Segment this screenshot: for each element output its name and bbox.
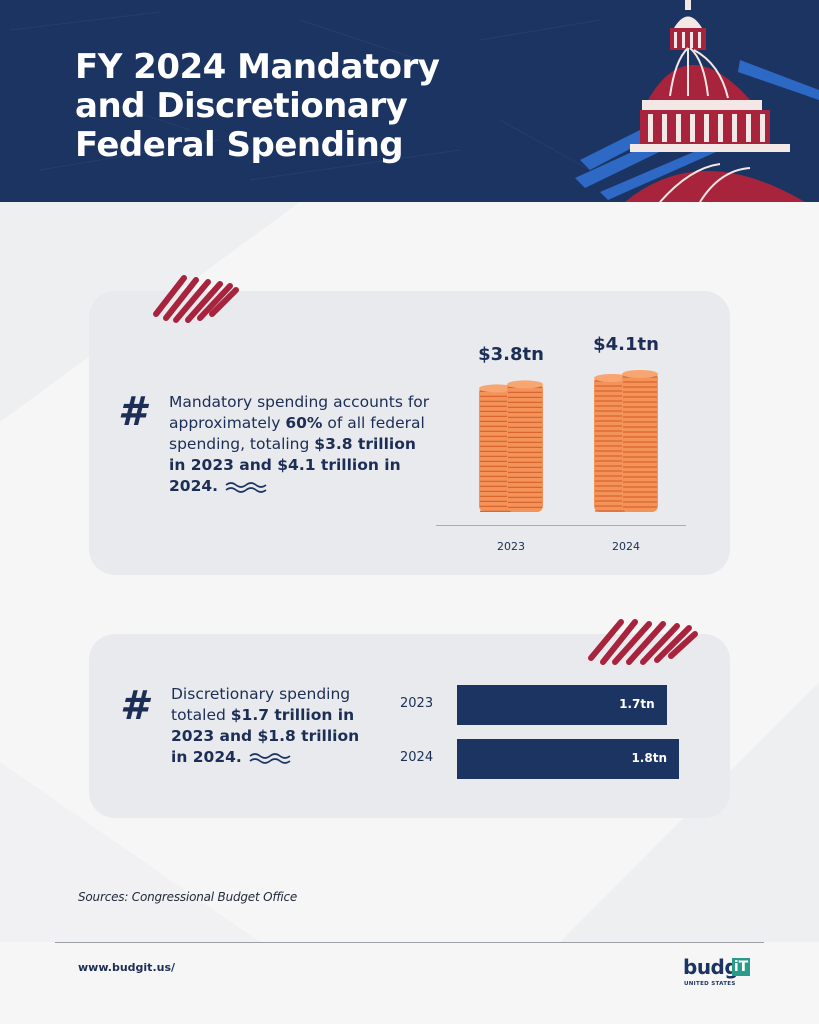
value-label-2023: $3.8tn (478, 344, 544, 366)
discretionary-statement: Discretionary spending totaled $1.7 tril… (171, 684, 371, 768)
source-note: Sources: Congressional Budget Office (78, 890, 298, 904)
grunge-texture (9, 11, 601, 181)
logo-box: iT (732, 958, 750, 976)
mandatory-text-2: 60% (285, 414, 323, 432)
wave-icon (225, 481, 267, 493)
discretionary-text-2: $1.7 trillion in 2023 and $1.8 trillion … (171, 706, 360, 766)
mandatory-coin-chart: $3.8tn 2023 $4.1tn 2024 (436, 330, 692, 560)
discretionary-card (89, 634, 730, 818)
logo-subtitle: UNITED STATES (684, 981, 736, 987)
bar-category-label: 2024 (400, 750, 434, 765)
chart-baseline (436, 525, 686, 526)
logo-word: budg (683, 955, 739, 979)
coin-stacks (479, 370, 658, 512)
wave-icon (249, 752, 291, 764)
year-label-2023: 2023 (497, 540, 525, 553)
mandatory-statement: Mandatory spending accounts for approxim… (169, 392, 435, 497)
bar-value-label: 1.8tn (631, 751, 667, 765)
budgit-logo: budg iT UNITED STATES (683, 955, 753, 995)
discretionary-text-1: Discretionary spending totaled (171, 685, 351, 724)
mandatory-text-3: of all federal spending, totaling (169, 414, 425, 453)
coin-stack-2023 (479, 380, 543, 512)
page-title: FY 2024 Mandatory and Discretionary Fede… (75, 48, 515, 165)
bar-category-label: 2023 (400, 696, 434, 711)
bar-value-label: 1.7tn (619, 697, 655, 711)
website-link[interactable]: www.budgit.us/ (78, 961, 176, 974)
hash-icon: # (118, 389, 146, 435)
bar-2023: 1.7tn (457, 685, 667, 725)
mandatory-text-4: $3.8 trillion in 2023 and $4.1 trillion … (169, 435, 416, 495)
title-line-3: Federal Spending (75, 125, 404, 165)
bar-2024: 1.8tn (457, 739, 679, 779)
scribble-decoration (588, 619, 698, 665)
footer-divider (55, 942, 764, 943)
title-line-1: FY 2024 Mandatory (75, 47, 440, 87)
year-label-2024: 2024 (612, 540, 640, 553)
title-line-2: and Discretionary (75, 86, 408, 126)
header-banner: FY 2024 Mandatory and Discretionary Fede… (0, 0, 819, 202)
capitol-dome-icon (575, 0, 819, 202)
mandatory-text-1: Mandatory spending accounts for approxim… (169, 393, 430, 432)
hash-icon: # (120, 683, 148, 729)
coin-stack-2024 (594, 370, 658, 512)
scribble-decoration (153, 275, 239, 323)
value-label-2024: $4.1tn (593, 334, 659, 355)
